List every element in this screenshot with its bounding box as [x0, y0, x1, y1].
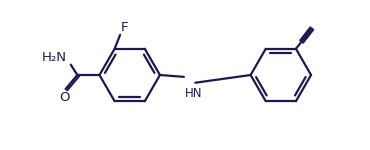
Text: F: F [121, 21, 128, 34]
Text: HN: HN [185, 87, 202, 100]
Text: O: O [59, 91, 69, 104]
Text: H₂N: H₂N [42, 51, 67, 64]
